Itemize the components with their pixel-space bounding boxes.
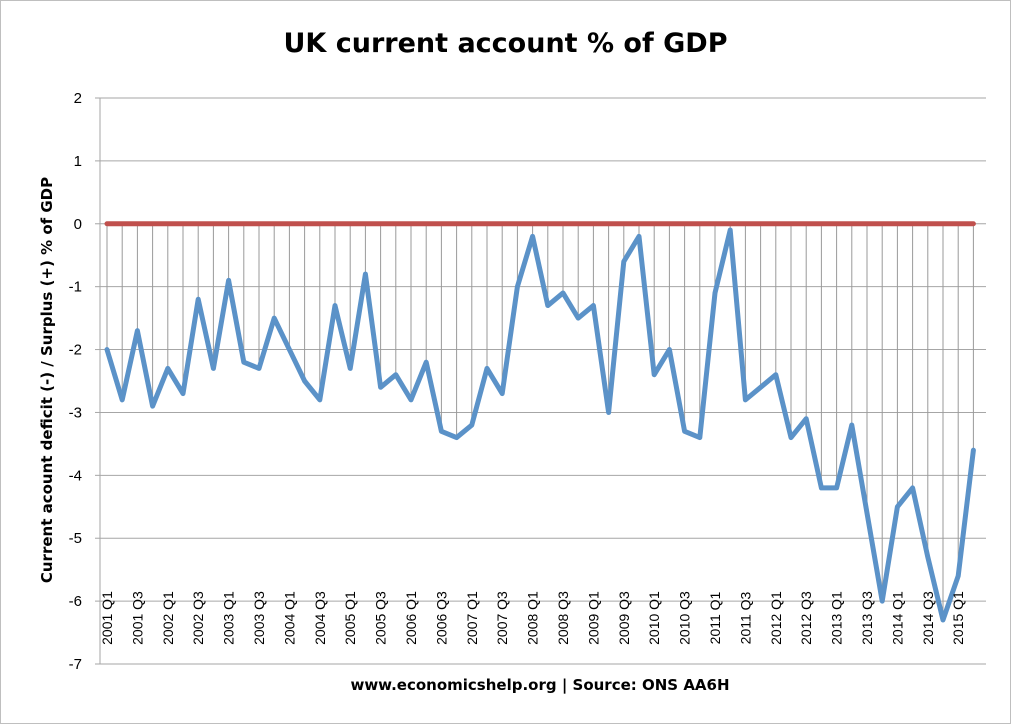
x-tick-label: 2013 Q3 bbox=[859, 591, 875, 645]
drop-lines bbox=[106, 223, 974, 620]
x-tick-label: 2014 Q1 bbox=[889, 591, 905, 645]
x-tick-label: 2006 Q1 bbox=[403, 591, 419, 645]
x-tick-label: 2008 Q1 bbox=[525, 591, 541, 645]
y-tick-label: -5 bbox=[69, 530, 82, 547]
x-tick-label: 2010 Q1 bbox=[646, 591, 662, 645]
x-tick-label: 2011 Q3 bbox=[737, 591, 753, 644]
y-tick-label: -3 bbox=[69, 404, 82, 421]
x-tick-label: 2003 Q1 bbox=[221, 591, 237, 645]
y-tick-label: 0 bbox=[74, 216, 82, 233]
series-lines bbox=[104, 221, 976, 623]
x-tick-label: 2005 Q1 bbox=[342, 591, 358, 645]
series-line-current-account bbox=[104, 227, 976, 623]
x-tick-label: 2005 Q3 bbox=[373, 591, 389, 645]
x-tick-label: 2013 Q1 bbox=[829, 591, 845, 645]
x-tick-label: 2001 Q1 bbox=[99, 591, 115, 645]
x-tick-label: 2010 Q3 bbox=[677, 591, 693, 645]
y-tick-label: -6 bbox=[69, 593, 82, 610]
y-tick-label: 2 bbox=[74, 90, 82, 107]
x-tick-label: 2012 Q3 bbox=[798, 591, 814, 645]
x-tick-label: 2006 Q3 bbox=[433, 591, 449, 645]
chart-title: UK current account % of GDP bbox=[283, 28, 728, 59]
y-axis-ticks: 2 1 0 -1 -2 -3 -4 -5 -6 -7 bbox=[69, 90, 82, 673]
x-axis-ticks: 2001 Q1 2001 Q3 2002 Q1 2002 Q3 2003 Q1 2003 … bbox=[99, 591, 966, 645]
x-tick-label: 2011 Q1 bbox=[707, 591, 723, 644]
x-tick-label: 2002 Q1 bbox=[160, 591, 176, 645]
y-tick-label: 1 bbox=[74, 153, 82, 170]
x-tick-label: 2015 Q1 bbox=[950, 591, 966, 645]
y-tick-label: -2 bbox=[69, 342, 82, 359]
y-tick-label: -1 bbox=[69, 279, 82, 296]
x-tick-label: 2007 Q1 bbox=[464, 591, 480, 645]
x-tick-label: 2004 Q1 bbox=[281, 591, 297, 645]
x-tick-label: 2001 Q3 bbox=[129, 591, 145, 645]
x-tick-label: 2003 Q3 bbox=[251, 591, 267, 645]
x-tick-label: 2004 Q3 bbox=[312, 591, 328, 645]
x-tick-label: 2009 Q3 bbox=[616, 591, 632, 645]
x-tick-label: 2007 Q3 bbox=[494, 591, 510, 645]
y-tick-label: -7 bbox=[69, 656, 82, 673]
x-axis-label: www.economicshelp.org | Source: ONS AA6H bbox=[350, 676, 730, 694]
y-tick-label: -4 bbox=[69, 467, 82, 484]
gridlines bbox=[95, 97, 986, 665]
x-tick-label: 2009 Q1 bbox=[585, 591, 601, 645]
x-tick-label: 2012 Q1 bbox=[768, 591, 784, 645]
x-tick-label: 2002 Q3 bbox=[190, 591, 206, 645]
x-tick-label: 2008 Q3 bbox=[555, 591, 571, 645]
x-tick-label: 2014 Q3 bbox=[920, 591, 936, 645]
